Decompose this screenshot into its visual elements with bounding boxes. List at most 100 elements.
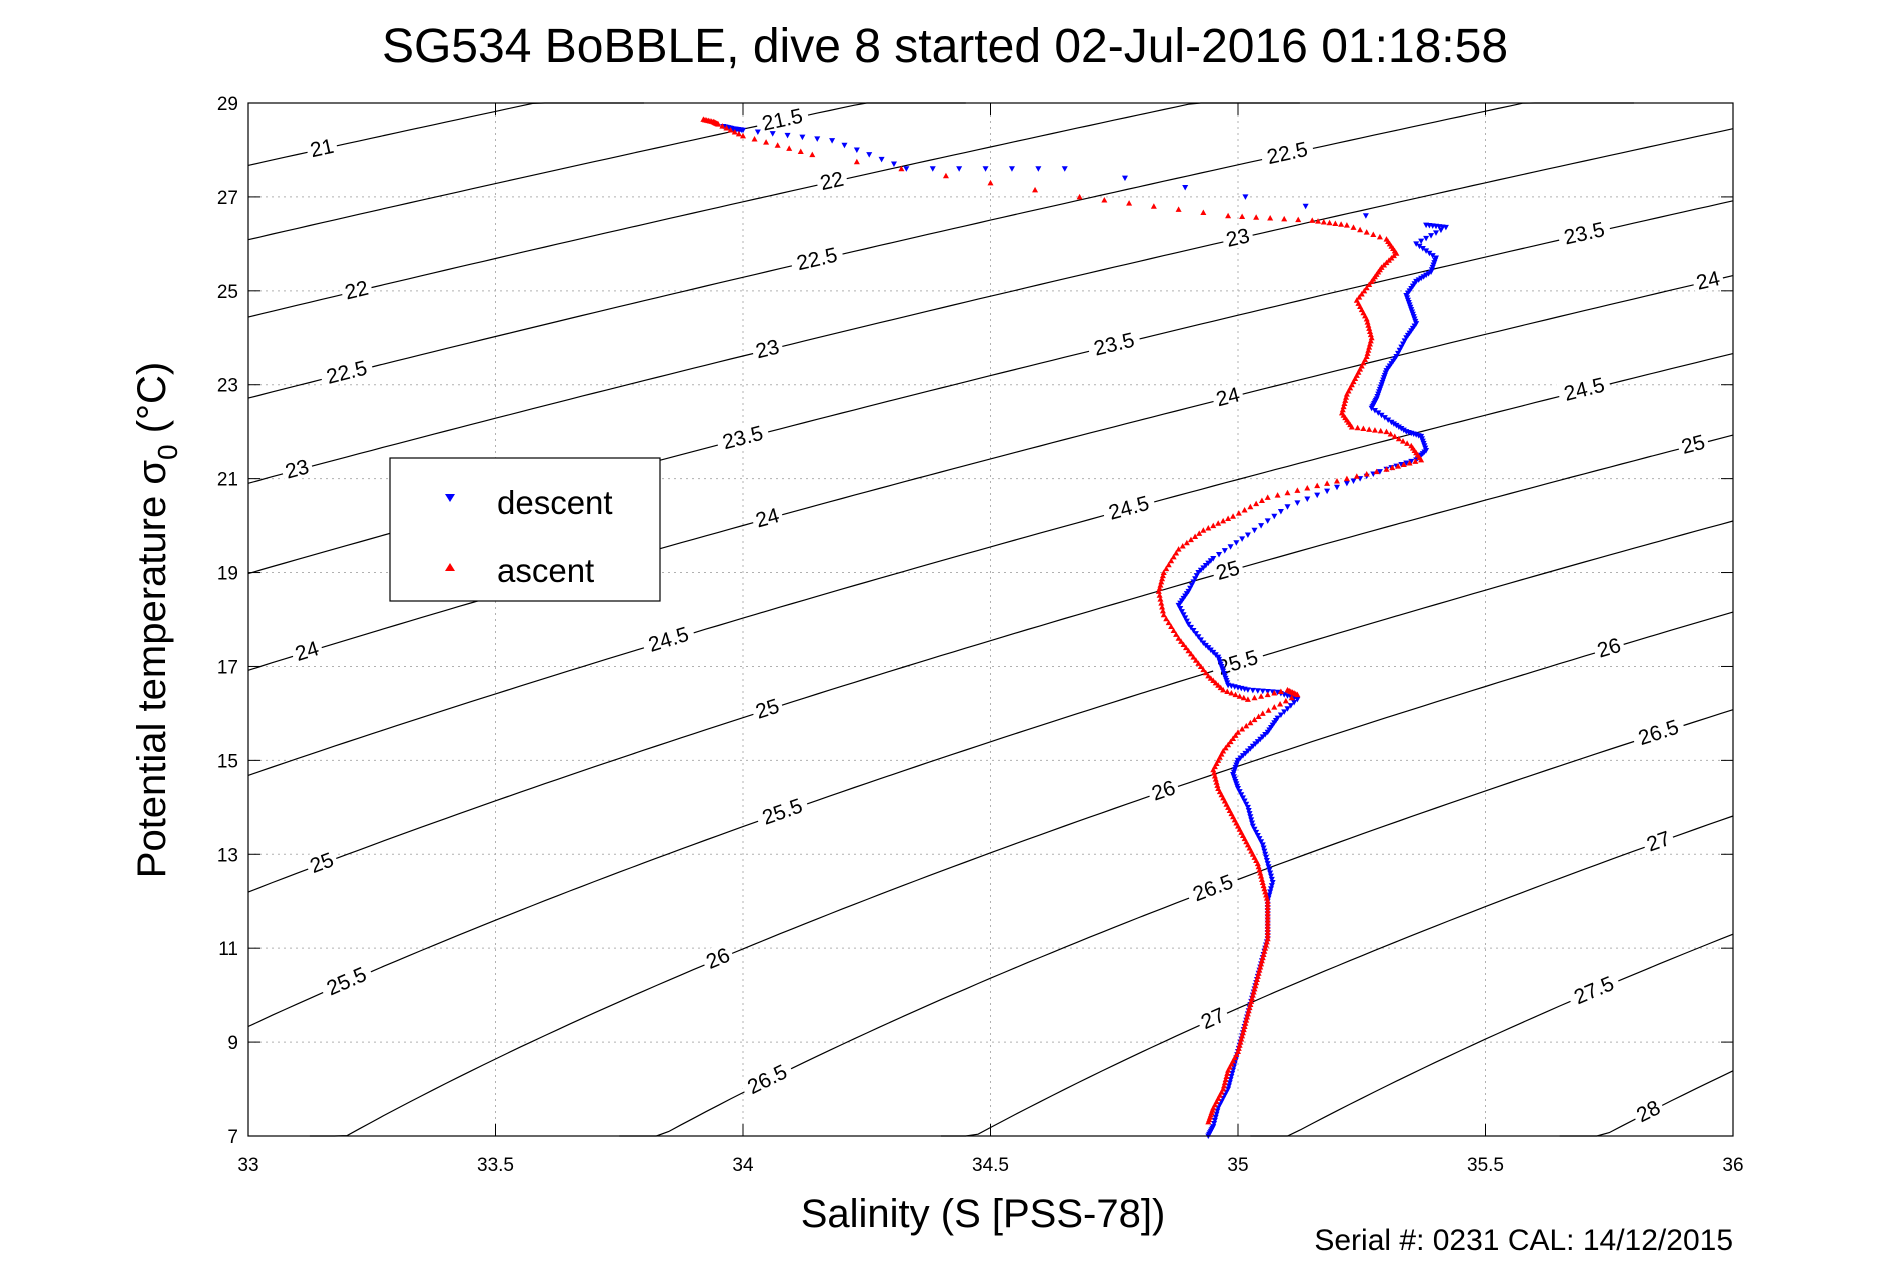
descent-point xyxy=(1287,703,1294,709)
serial-cal-footer: Serial #: 0231 CAL: 14/12/2015 xyxy=(1314,1224,1733,1257)
x-tick-label: 34.5 xyxy=(972,1155,1009,1176)
ascent-point xyxy=(1377,427,1384,434)
descent-point xyxy=(878,156,885,163)
legend: descent ascent xyxy=(389,457,661,602)
ascent-point xyxy=(1367,328,1373,335)
ascent-point xyxy=(1260,951,1267,957)
descent-point xyxy=(1212,1114,1219,1121)
ascent-point xyxy=(1395,435,1402,442)
isopycnal-label-group: 25 xyxy=(1675,428,1711,459)
ascent-point xyxy=(1212,679,1219,686)
isopycnal-label: 23 xyxy=(753,335,781,363)
ascent-point xyxy=(727,126,734,133)
ascent-point xyxy=(786,145,793,151)
ascent-point xyxy=(1389,464,1396,471)
ascent-point xyxy=(1228,690,1235,696)
descent-point xyxy=(1423,272,1430,279)
descent-point xyxy=(1247,814,1254,820)
ascent-point xyxy=(1205,1118,1212,1125)
isopycnal-label-group: 22.5 xyxy=(1259,135,1315,169)
isopycnal-label: 25.5 xyxy=(323,963,370,1000)
ascent-point xyxy=(1101,197,1108,203)
ascent-point xyxy=(1211,769,1218,776)
ascent-point xyxy=(1370,231,1377,237)
isopycnal-label-group: 25.5 xyxy=(753,791,811,830)
ascent-point xyxy=(1168,557,1175,564)
ascent-point xyxy=(1205,672,1212,679)
ascent-point xyxy=(1159,603,1166,610)
ascent-point xyxy=(1358,290,1365,297)
ascent-point xyxy=(1320,218,1327,225)
x-tick-label: 36 xyxy=(1722,1155,1743,1176)
ascent-point xyxy=(1257,963,1264,970)
ascent-point xyxy=(1237,1039,1244,1045)
ascent-point xyxy=(1341,400,1348,407)
isopycnal-label: 25 xyxy=(1679,431,1707,459)
ascent-point xyxy=(1367,331,1374,338)
ascent-point xyxy=(1332,220,1339,227)
descent-point xyxy=(1401,338,1408,344)
descent-point xyxy=(1263,854,1270,861)
ascent-point xyxy=(1223,1073,1230,1080)
isopycnal-label-group: 27 xyxy=(1640,824,1676,856)
ascent-point xyxy=(1339,406,1346,413)
ascent-point xyxy=(1247,1001,1254,1008)
descent-point xyxy=(1314,492,1321,499)
ascent-point xyxy=(1168,623,1175,630)
descent-point xyxy=(1415,277,1422,283)
ascent-point xyxy=(1343,475,1350,482)
isopycnal-label: 21 xyxy=(308,135,336,162)
ascent-point xyxy=(1260,882,1267,889)
ascent-point xyxy=(1350,224,1357,230)
y-tick-label: 11 xyxy=(218,939,238,960)
ascent-point xyxy=(1418,456,1425,463)
ascent-point xyxy=(1225,1067,1232,1073)
isopycnal-label-group: 23.5 xyxy=(1556,215,1612,250)
isopycnal-label-group: 21 xyxy=(304,133,339,162)
ascent-point xyxy=(1338,221,1345,227)
ascent-point xyxy=(1381,261,1388,268)
isopycnal-label-background xyxy=(1210,554,1245,584)
isopycnal-label-group: 26.5 xyxy=(1184,867,1241,907)
isopycnal-label-group: 26.5 xyxy=(1630,713,1687,750)
ascent-point xyxy=(1263,891,1270,898)
descent-point xyxy=(1235,786,1241,792)
y-tick-label: 21 xyxy=(217,470,238,491)
ascent-point xyxy=(1220,1082,1227,1089)
ascent-point xyxy=(1371,427,1378,433)
ascent-point xyxy=(1254,973,1261,979)
ascent-point xyxy=(1244,1010,1251,1017)
descent-point xyxy=(1385,417,1392,423)
descent-point xyxy=(1269,879,1276,886)
ascent-point xyxy=(1156,592,1163,598)
descent-point xyxy=(866,152,873,158)
isopycnal-label-group: 25 xyxy=(303,846,340,878)
ascent-point xyxy=(1264,932,1271,939)
ascent-point xyxy=(1251,716,1258,723)
ascent-point xyxy=(1277,701,1284,707)
isopycnal-label-background xyxy=(1259,135,1315,169)
isopycnal-label-background xyxy=(1640,824,1676,856)
ascent-point xyxy=(1259,879,1266,885)
ascent-point xyxy=(1364,319,1371,325)
isopycnal-label-background xyxy=(750,333,785,363)
grid xyxy=(247,102,1734,1137)
ascent-point xyxy=(1261,885,1268,892)
isopycnal-label-background xyxy=(1556,371,1612,406)
ascent-point xyxy=(898,165,905,172)
isopycnal-label-group: 26.5 xyxy=(738,1057,796,1100)
ascent-point xyxy=(1258,876,1265,882)
y-tick-label: 25 xyxy=(217,282,238,303)
ascent-point xyxy=(1342,397,1349,403)
legend-ascent-label: ascent xyxy=(497,552,594,589)
descent-point xyxy=(1423,248,1430,254)
ascent-point xyxy=(1173,631,1180,637)
isopycnal-label: 23 xyxy=(1224,224,1252,252)
descent-point xyxy=(1425,271,1432,277)
descent-point xyxy=(1227,544,1234,550)
ascent-point xyxy=(1244,696,1251,702)
isopycnal-label-group: 26 xyxy=(1591,631,1627,663)
ascent-point xyxy=(719,123,726,129)
ascent-point xyxy=(1224,1070,1231,1076)
isopycnal-label-group: 24 xyxy=(1690,265,1725,295)
